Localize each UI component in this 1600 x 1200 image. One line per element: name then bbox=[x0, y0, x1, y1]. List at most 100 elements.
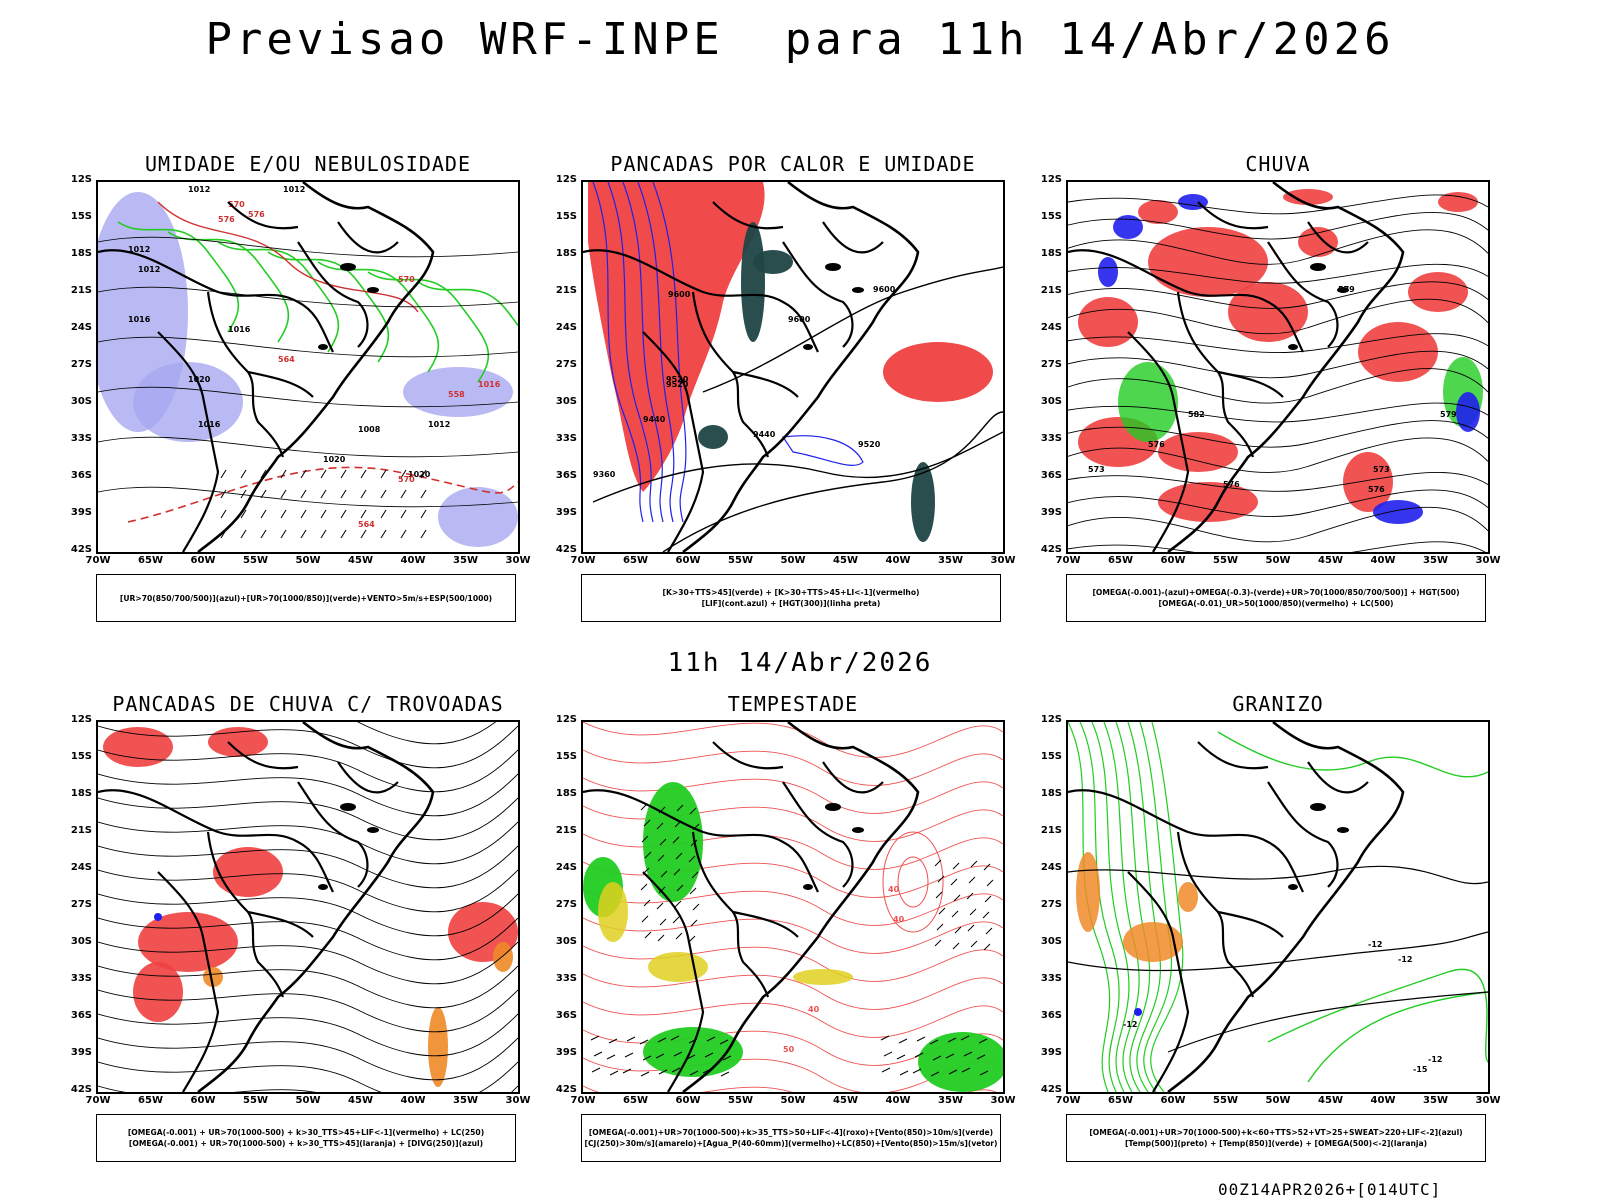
wind-vector bbox=[914, 1052, 924, 1058]
contour-label: 1016 bbox=[228, 325, 251, 334]
contour-label: 1012 bbox=[428, 420, 450, 429]
latitude-tick-label: 18S bbox=[70, 248, 92, 259]
legend-line: [K>30+TTS>45](verde) + [K>30+TTS>45+LI<-… bbox=[662, 588, 920, 597]
unstable-area-k30-tts45 bbox=[911, 462, 935, 542]
map-area: 576576573573576579579582 bbox=[1066, 180, 1490, 554]
wind-vector bbox=[932, 1055, 942, 1061]
contour-label: 573 bbox=[1088, 465, 1105, 474]
wind-vector bbox=[880, 1035, 890, 1041]
latitude-tick-label: 15S bbox=[555, 751, 577, 762]
main-title: Previsao WRF-INPE para 11h 14/Abr/2026 bbox=[205, 14, 1395, 65]
contour-label: 570 bbox=[228, 200, 245, 209]
wind-vector bbox=[676, 804, 684, 812]
wind-vector bbox=[673, 1051, 683, 1057]
country-border bbox=[782, 781, 854, 888]
lake bbox=[1310, 803, 1326, 811]
temperature-850-contour bbox=[1267, 968, 1488, 1063]
rain-area-omega-0001 bbox=[1098, 257, 1118, 287]
longitude-tick-label: 60W bbox=[1160, 1095, 1186, 1106]
coastline bbox=[682, 722, 920, 1092]
wind-vector bbox=[952, 862, 960, 870]
latitude-tick-label: 39S bbox=[70, 507, 92, 518]
wind-vector bbox=[590, 1035, 600, 1041]
omega-500-area bbox=[1123, 922, 1183, 962]
latitude-axis: 12S 15S 18S 21S 24S 27S 30S 33S 36S 39S 42S bbox=[549, 715, 579, 1095]
contour-label: 9440 bbox=[753, 430, 776, 439]
streamline-250 bbox=[98, 749, 518, 793]
wind-vector bbox=[420, 469, 427, 479]
country-border bbox=[337, 761, 399, 794]
longitude-tick-label: 50W bbox=[1265, 1095, 1291, 1106]
country-border bbox=[157, 871, 220, 1092]
wind-vector bbox=[640, 1071, 650, 1077]
latitude-tick-label: 33S bbox=[70, 973, 92, 984]
wind-vector bbox=[606, 1054, 616, 1060]
wind-vector bbox=[950, 878, 958, 886]
latitude-tick-label: 24S bbox=[1040, 862, 1062, 873]
lake bbox=[1288, 884, 1298, 890]
unstable-area-k30-tts45-li bbox=[588, 182, 765, 492]
lake bbox=[852, 287, 864, 293]
wind-vector bbox=[320, 469, 327, 479]
wind-vector bbox=[952, 942, 960, 950]
latitude-tick-label: 27S bbox=[555, 899, 577, 910]
wind-vector bbox=[400, 529, 407, 539]
latitude-tick-label: 21S bbox=[555, 825, 577, 836]
geopotential-500 bbox=[1068, 368, 1488, 404]
coastline bbox=[197, 182, 435, 552]
wind-vector bbox=[280, 529, 287, 539]
latitude-tick-label: 30S bbox=[555, 936, 577, 947]
wind-850-over-10ms bbox=[643, 782, 703, 902]
latitude-tick-label: 15S bbox=[70, 751, 92, 762]
country-border bbox=[712, 201, 784, 230]
longitude-tick-label: 45W bbox=[348, 555, 373, 566]
wind-vector bbox=[641, 835, 649, 843]
legend-line: [OMEGA(-0.01)_UR>50(1000/850)(vermelho) … bbox=[1158, 599, 1394, 608]
map-canvas: 1012 1012 1012 1016 1016 1016 1008 1012 1020 1020… bbox=[98, 182, 518, 552]
geopotential-500 bbox=[1068, 298, 1488, 335]
longitude-tick-label: 60W bbox=[675, 555, 701, 566]
wind-vector bbox=[881, 1067, 891, 1073]
country-border bbox=[206, 831, 285, 998]
map-area: 1012 1012 1012 1016 1016 1016 1008 1012 1020 1020… bbox=[96, 180, 520, 554]
wind-vector bbox=[360, 469, 367, 479]
country-border bbox=[732, 910, 799, 938]
latitude-tick-label: 42S bbox=[555, 544, 577, 555]
longitude-tick-label: 30W bbox=[1475, 1095, 1501, 1106]
streamline-250 bbox=[98, 725, 518, 769]
coastline bbox=[682, 182, 920, 552]
wind-vector bbox=[986, 879, 994, 887]
latitude-tick-label: 33S bbox=[1040, 973, 1062, 984]
wind-vector bbox=[380, 489, 387, 499]
country-border bbox=[642, 331, 705, 552]
storm-area-red bbox=[208, 727, 268, 757]
lifted-index-contour bbox=[592, 182, 644, 523]
country-border bbox=[1217, 370, 1284, 398]
streamline-850 bbox=[583, 889, 1003, 926]
latitude-tick-label: 21S bbox=[70, 285, 92, 296]
contour-label: -15 bbox=[1413, 1065, 1428, 1074]
wind-vector bbox=[979, 1070, 989, 1076]
rain-area-omega-ur50 bbox=[1158, 432, 1238, 472]
wind-vector bbox=[967, 924, 975, 932]
longitude-axis: 70W 65W 60W 55W 50W 45W 40W 35W 30W bbox=[571, 554, 1016, 568]
rain-area-omega-ur50 bbox=[1438, 192, 1478, 212]
rain-area-omega-ur50 bbox=[1078, 297, 1138, 347]
wind-vector bbox=[899, 1070, 909, 1076]
streamline-250 bbox=[98, 941, 518, 985]
longitude-tick-label: 60W bbox=[1160, 555, 1186, 566]
wind-vector bbox=[240, 509, 247, 519]
rain-area-omega-0001 bbox=[1456, 392, 1480, 432]
streamline-850 bbox=[583, 973, 1003, 1010]
contour-label: 576 bbox=[1148, 440, 1165, 449]
wind-vector bbox=[896, 1054, 906, 1060]
wind-vector bbox=[929, 1039, 939, 1045]
storm-area-orange bbox=[203, 967, 223, 987]
wind-vector bbox=[976, 1054, 986, 1060]
wind-vector bbox=[672, 836, 680, 844]
wind-vector bbox=[420, 489, 427, 499]
wind-vector bbox=[380, 469, 387, 479]
lake bbox=[1310, 263, 1326, 271]
lifted-index-contour bbox=[622, 182, 664, 523]
